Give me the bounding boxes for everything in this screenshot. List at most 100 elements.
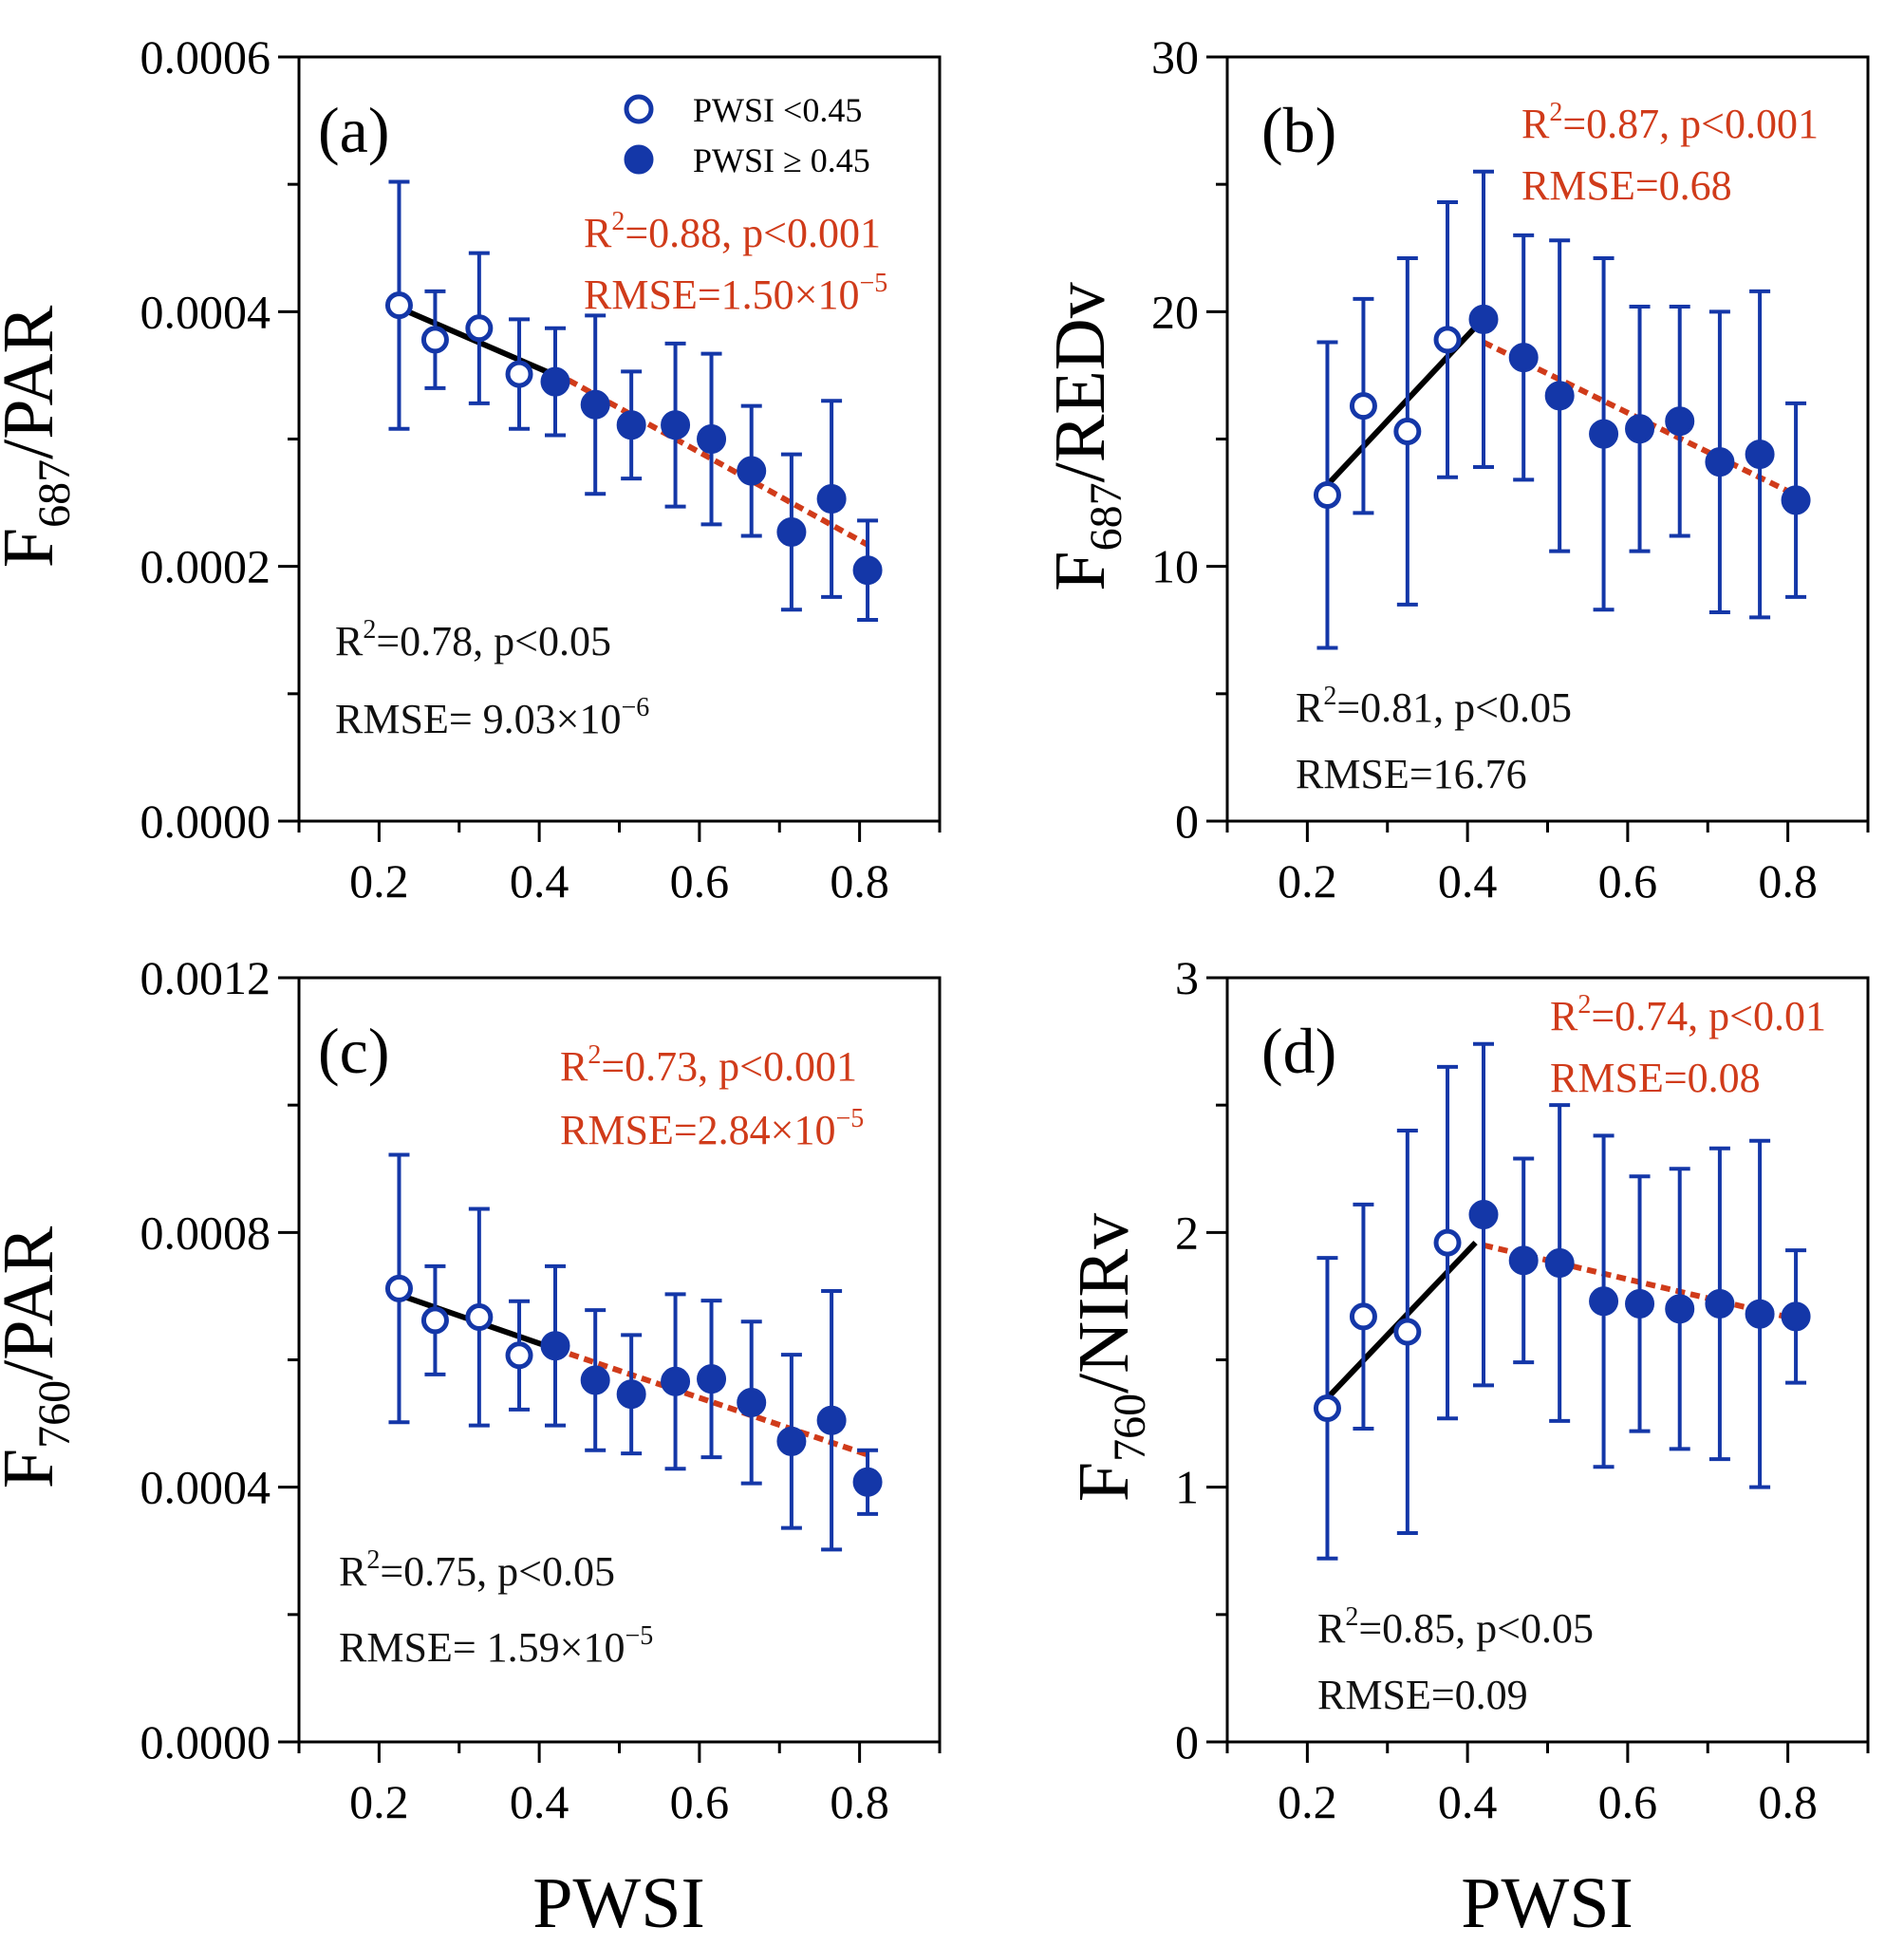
panel-b: F687/REDv 0.2 0.4 0.6 0.8 0 10 20 30 (b) R2=0.8… [1040,30,1870,908]
high-stats-rmse: RMSE=1.50×10−5 [584,269,887,318]
y-tick-label: 0.0004 [140,1461,271,1514]
data-point-filled [1589,1286,1619,1317]
panel-c: F760/PAR 0.20.40.60.80.00000.00040.00080… [0,951,942,1828]
data-point-filled [1468,304,1499,334]
x-tick-label: 0.6 [1598,854,1658,908]
data-point-filled [852,1467,883,1497]
low-stats-rmse: RMSE=0.09 [1317,1672,1528,1718]
data-point-filled [580,389,610,420]
y-tick-label: 20 [1151,285,1199,338]
data-point-filled [697,424,727,454]
data-point-open [384,1274,413,1302]
high-stats-r2: R2=0.87, p<0.001 [1521,98,1819,147]
x-tick-label: 0.4 [510,1775,569,1828]
x-tick-label: 0.2 [1278,854,1337,908]
legend-open-marker [624,94,654,124]
data-point-open [1393,417,1422,445]
axis-ticks: 0.2 0.4 0.6 0.8 0.0000 0.0004 0.0008 0.0012 [140,951,942,1828]
data-points [384,179,883,623]
panel-label: (a) [318,94,389,166]
x-tick-label: 0.2 [349,854,409,908]
data-point-filled [737,456,767,486]
data-point-filled [1508,343,1539,373]
panel-label: (d) [1261,1015,1336,1087]
legend-filled-label: PWSI ≥ 0.45 [693,141,870,179]
data-point-filled [1508,1245,1539,1276]
panel-d: F760/NIRv 0.2 0.4 0.6 0.8 0 1 2 3 (d) R2=0.74, … [1064,951,1870,1828]
data-point-filled [852,555,883,586]
y-tick-label: 0.0008 [140,1206,271,1259]
data-point-filled [540,366,570,397]
y-tick-label: 0.0006 [140,30,271,84]
data-point-filled [540,1331,570,1361]
low-stats-r2: R2=0.85, p<0.05 [1317,1602,1594,1652]
data-point-open [505,360,533,388]
x-tick-label: 0.6 [1598,1775,1658,1828]
data-point-filled [737,1387,767,1417]
panel-label: (c) [318,1015,389,1087]
x-tick-label: 0.4 [510,854,569,908]
data-point-open [505,1341,533,1370]
fit-line-high [553,370,869,548]
data-point-filled [1625,414,1655,444]
legend: PWSI <0.45 PWSI ≥ 0.45 [624,91,870,179]
data-point-filled [1665,406,1695,437]
low-stats-rmse: RMSE= 9.03×10−6 [335,693,649,742]
y-tick-label: 1 [1175,1461,1199,1514]
axis-ticks: 0.2 0.4 0.6 0.8 0 10 20 30 [1151,30,1870,908]
high-stats-r2: R2=0.88, p<0.001 [584,207,881,256]
x-tick-label: 0.4 [1438,854,1498,908]
y-tick-label: 30 [1151,30,1199,84]
data-point-filled [1468,1200,1499,1230]
legend-filled-marker [624,144,654,175]
data-point-open [465,314,494,343]
x-axis-title-left: PWSI [532,1863,705,1943]
data-point-open [1433,326,1462,354]
high-stats-r2: R2=0.73, p<0.001 [560,1040,857,1090]
data-point-filled [616,410,646,440]
x-tick-label: 0.2 [1278,1775,1337,1828]
y-axis-title: F760/PAR [0,1226,80,1489]
data-point-open [420,326,449,354]
x-tick-label: 0.6 [670,1775,730,1828]
y-tick-label: 3 [1175,951,1199,1004]
data-point-filled [1665,1294,1695,1324]
y-tick-label: 0.0000 [140,795,271,848]
data-point-open [1393,1318,1422,1346]
data-point-filled [776,516,807,547]
axis-ticks: 0.2 0.4 0.6 0.8 0.0000 0.0002 0.0004 0.0006 [140,30,942,908]
high-stats-rmse: RMSE=2.84×10−5 [560,1104,864,1153]
data-point-filled [661,410,691,440]
data-point-open [384,291,413,320]
data-point-filled [1705,1288,1735,1319]
data-point-filled [1625,1288,1655,1319]
high-stats-rmse: RMSE=0.68 [1521,162,1732,209]
y-axis-title: F687/REDv [1040,282,1131,590]
data-point-filled [580,1365,610,1395]
x-axis-title-right: PWSI [1461,1863,1633,1943]
y-tick-label: 0 [1175,1715,1199,1768]
x-tick-label: 0.6 [670,854,730,908]
low-stats-rmse: RMSE= 1.59×10−5 [339,1621,653,1671]
data-point-filled [816,484,847,515]
x-tick-label: 0.8 [830,1775,889,1828]
x-tick-label: 0.8 [1758,1775,1818,1828]
panel-a: F687/PAR 0.20.40.60.80.00000.00020.00040… [0,30,942,908]
data-point-open [1433,1228,1462,1257]
y-tick-label: 10 [1151,540,1199,593]
data-point-filled [1781,1301,1811,1332]
data-point-open [1313,481,1341,510]
data-point-filled [697,1364,727,1394]
y-axis-title: F687/PAR [0,306,80,569]
data-point-filled [1544,381,1575,411]
data-point-filled [816,1405,847,1435]
y-tick-label: 0.0000 [140,1715,271,1768]
high-stats-r2: R2=0.74, p<0.01 [1550,990,1826,1039]
x-tick-label: 0.8 [1758,854,1818,908]
low-stats-r2: R2=0.81, p<0.05 [1296,682,1572,731]
data-point-open [465,1303,494,1332]
data-point-filled [1745,1299,1775,1329]
data-point-filled [1745,440,1775,470]
y-tick-label: 2 [1175,1206,1199,1259]
x-tick-label: 0.2 [349,1775,409,1828]
